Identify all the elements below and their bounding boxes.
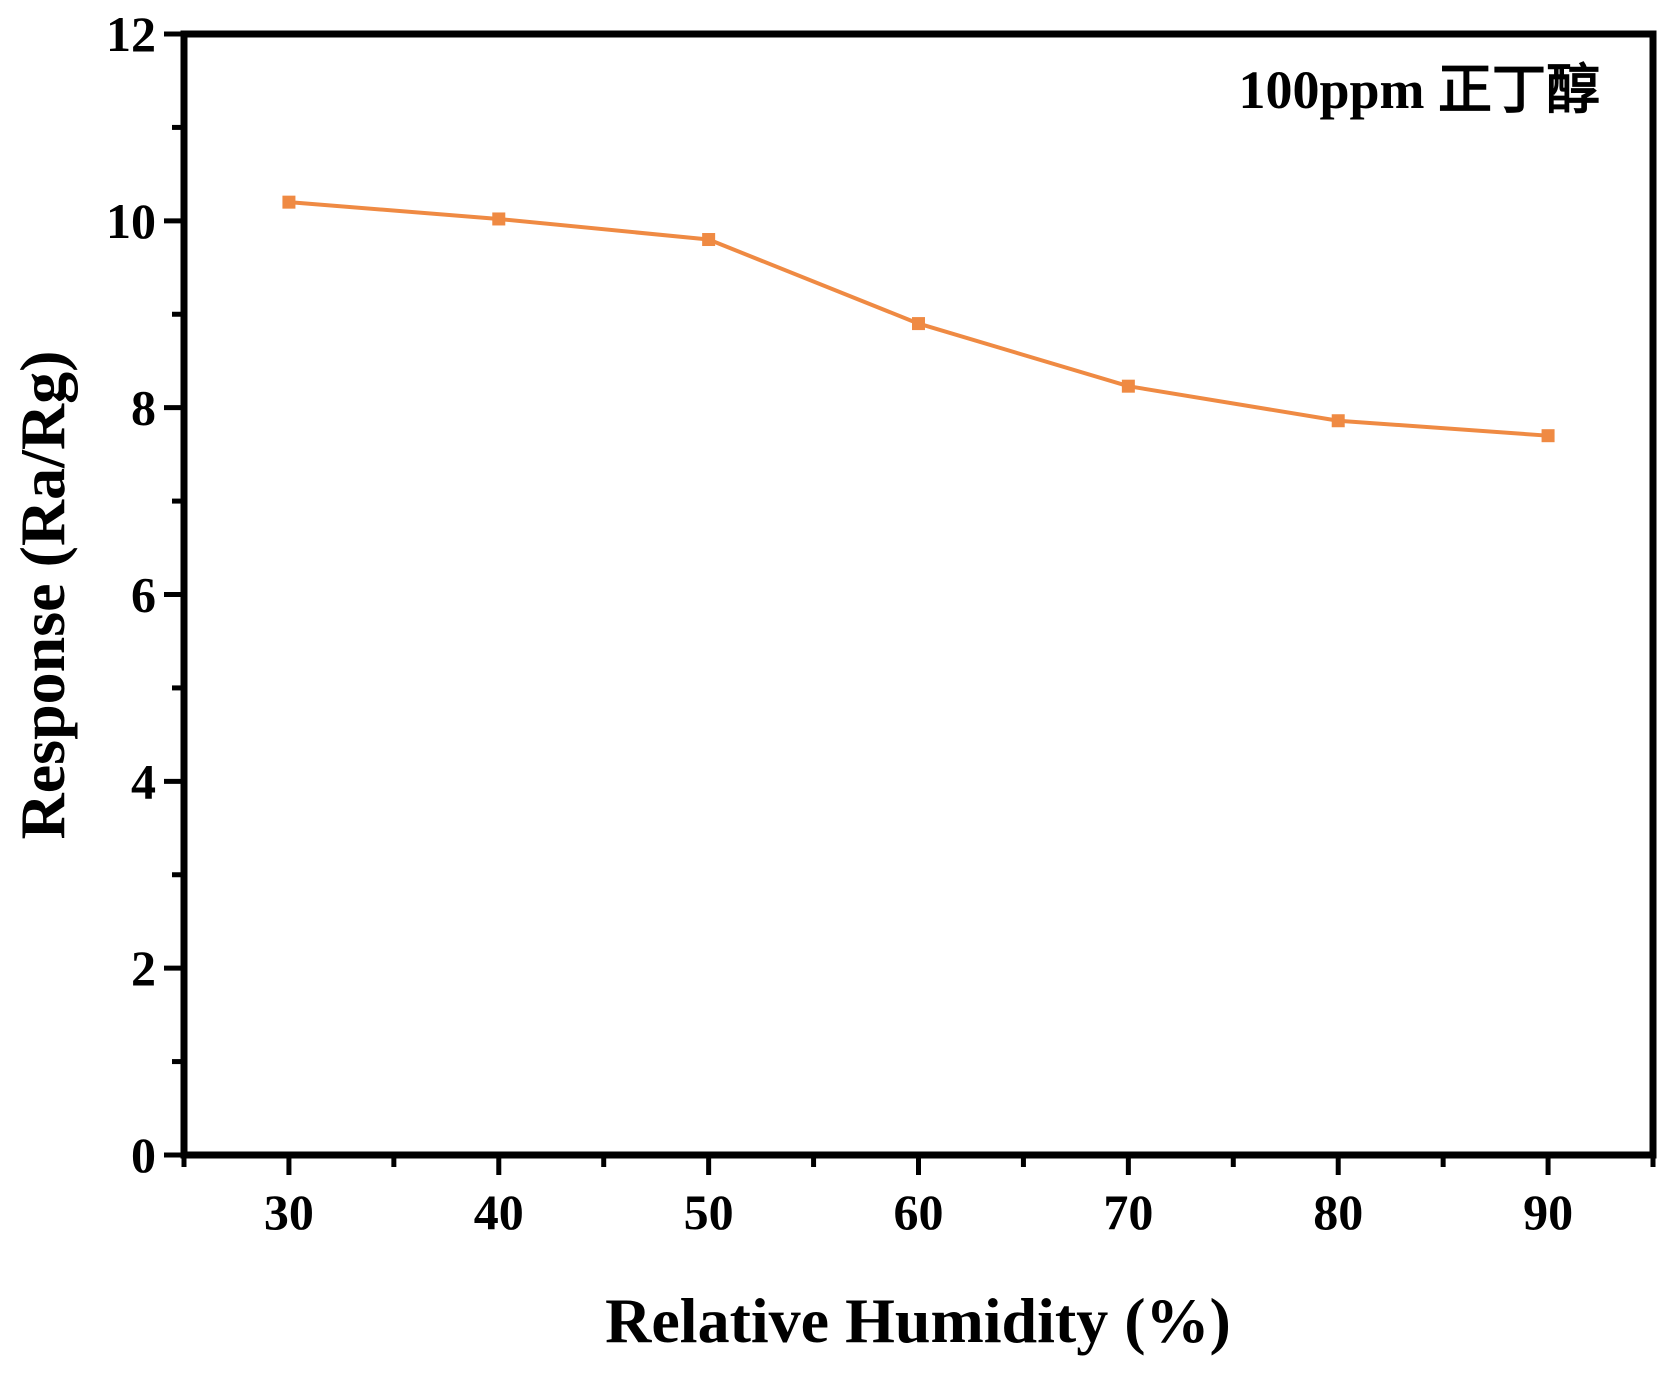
y-tick-label: 0 [131,1127,156,1183]
data-point [1331,414,1345,428]
x-tick-label: 30 [264,1184,314,1240]
x-tick-label: 90 [1523,1184,1573,1240]
series-layer [282,195,1555,443]
data-point [282,195,296,209]
x-tick-label: 50 [684,1184,734,1240]
x-axis-title: Relative Humidity (%) [605,1285,1231,1356]
x-tick-label: 40 [474,1184,524,1240]
x-tick-label: 60 [894,1184,944,1240]
data-point [702,233,716,247]
y-tick-label: 4 [131,753,156,809]
data-point [1121,379,1135,393]
x-tick-label: 80 [1313,1184,1363,1240]
y-tick-label: 10 [106,193,156,249]
y-axis-title: Response (Ra/Rg) [7,351,78,840]
data-point [492,212,506,226]
x-tick-label: 70 [1103,1184,1153,1240]
data-point [912,317,925,331]
data-point [1541,429,1555,443]
plot-frame [180,30,1657,1159]
y-tick-label: 6 [131,567,156,623]
ticks-layer: 30 40 50 60 70 80 90 0 2 4 6 8 10 12 [106,6,1656,1240]
annotation-label: 100ppm 正丁醇 [1238,60,1600,120]
y-tick-label: 2 [131,940,156,996]
y-tick-label: 12 [106,6,156,62]
y-tick-label: 8 [131,380,156,436]
